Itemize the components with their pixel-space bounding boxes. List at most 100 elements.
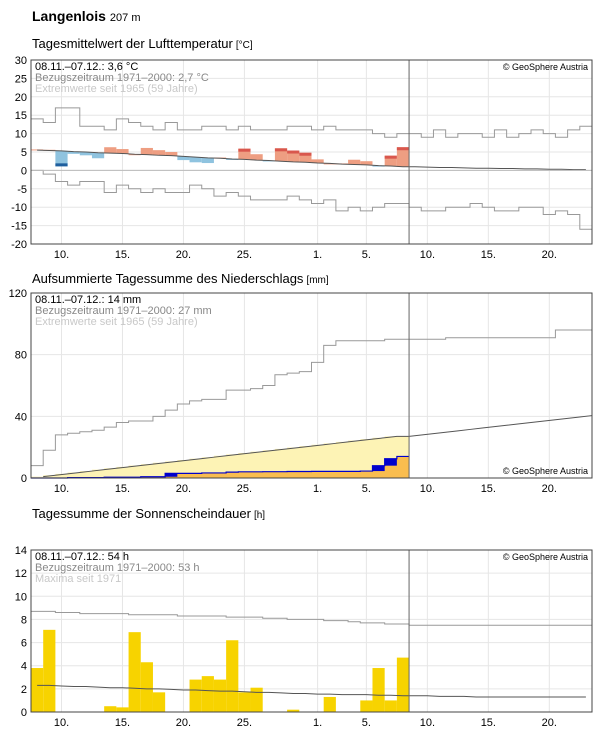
max-line	[31, 329, 592, 467]
temp-bar	[238, 148, 251, 160]
temp-bar	[396, 147, 410, 167]
sunshine-bar	[116, 707, 129, 712]
temp-bar-cap	[384, 155, 397, 159]
x-tick-label: 20.	[176, 483, 191, 495]
sunshine-bar	[201, 676, 214, 712]
y-tick-label: -20	[11, 239, 27, 251]
sunshine-bar	[323, 696, 336, 712]
temperature-title-text: Tagesmittelwert der Lufttemperatur	[32, 36, 233, 51]
temp-bar	[55, 150, 68, 167]
x-tick-label: 25.	[237, 483, 252, 495]
x-tick-label: 25.	[237, 249, 252, 261]
plot-frame	[30, 59, 593, 245]
precip-increment	[384, 458, 397, 466]
temp-bar	[104, 147, 117, 154]
sunshine-bar	[250, 687, 263, 712]
temp-bar	[189, 157, 202, 163]
x-tick-label: 15.	[481, 249, 496, 261]
station-header: Langenlois 207 m	[32, 8, 140, 24]
x-tick-label: 5.	[362, 483, 371, 495]
temp-bar	[299, 152, 312, 163]
temp-bar	[91, 152, 105, 159]
precipitation-unit: [mm]	[306, 275, 329, 286]
temp-bar	[201, 157, 214, 164]
x-tick-label: 10.	[420, 483, 435, 495]
y-tick-label: 10	[15, 591, 27, 603]
climate-line	[37, 149, 586, 171]
y-tick-label: 0	[21, 707, 27, 719]
y-tick-label: 30	[15, 55, 27, 67]
chart-panel-sunshine	[30, 549, 593, 713]
plot-frame	[30, 549, 593, 713]
climate-line	[37, 684, 586, 698]
temp-bar	[67, 151, 80, 154]
max-line	[31, 610, 592, 626]
precipitation-title-text: Aufsummierte Tagessumme des Niederschlag…	[32, 271, 304, 286]
station-altitude: 207 m	[109, 12, 141, 24]
precip-area	[31, 456, 410, 478]
info-reference: Bezugszeitraum 1971–2000: 53 h	[35, 562, 200, 574]
info-reference: Bezugszeitraum 1971–2000: 2,7 °C	[35, 72, 209, 84]
info-current: 08.11.–07.12.: 54 h	[35, 551, 129, 563]
x-tick-label: 20.	[542, 717, 557, 729]
temp-bar	[165, 152, 178, 156]
y-tick-label: 0	[21, 165, 27, 177]
y-tick-label: 10	[15, 129, 27, 141]
x-tick-label: 10.	[420, 717, 435, 729]
temp-bar	[116, 149, 129, 154]
copyright-label: © GeoSphere Austria	[503, 62, 588, 72]
x-tick-label: 15.	[481, 717, 496, 729]
temp-bar	[152, 150, 166, 156]
info-current: 08.11.–07.12.: 3,6 °C	[35, 61, 138, 73]
min-line	[31, 169, 592, 230]
sunshine-title-text: Tagessumme der Sonnenscheindauer	[32, 506, 251, 521]
sunshine-bar	[140, 662, 153, 712]
info-extremes: Extremwerte seit 1965 (59 Jahre)	[35, 83, 198, 95]
y-tick-label: -5	[17, 184, 27, 196]
x-tick-label: 5.	[362, 717, 371, 729]
sunshine-bar	[213, 679, 227, 712]
y-tick-label: 25	[15, 73, 27, 85]
plot-area	[31, 550, 592, 712]
sunshine-bar	[31, 668, 44, 712]
sunshine-bar	[396, 657, 410, 712]
y-tick-label: -15	[11, 221, 27, 233]
info-reference: Bezugszeitraum 1971–2000: 27 mm	[35, 305, 212, 317]
y-tick-label: 2	[21, 684, 27, 696]
precip-increment	[165, 473, 178, 477]
temp-bar	[140, 147, 153, 155]
x-tick-label: 5.	[362, 249, 371, 261]
precip-increment	[372, 465, 385, 472]
sunshine-bar	[152, 692, 166, 712]
info-extremes: Extremwerte seit 1965 (59 Jahre)	[35, 316, 198, 328]
temp-bar	[311, 159, 324, 164]
temperature-unit: [°C]	[235, 40, 253, 51]
x-tick-label: 25.	[237, 717, 252, 729]
sunshine-bar	[238, 692, 251, 712]
temp-bar	[360, 161, 373, 165]
sunshine-chart-title: Tagessumme der Sonnenscheindauer [h]	[32, 506, 265, 521]
x-tick-label: 15.	[115, 717, 130, 729]
sunshine-bar	[360, 700, 373, 712]
climate-line	[43, 415, 593, 478]
y-tick-label: 6	[21, 638, 27, 650]
temp-bar	[274, 148, 288, 162]
chart-panel-precipitation	[30, 292, 593, 479]
temp-bar	[177, 156, 190, 161]
x-tick-label: 20.	[542, 483, 557, 495]
temp-bar-cap	[299, 152, 312, 156]
y-tick-label: -10	[11, 202, 27, 214]
temperature-chart-title: Tagesmittelwert der Lufttemperatur [°C]	[32, 36, 253, 51]
x-tick-label: 15.	[115, 483, 130, 495]
temp-bar	[384, 155, 397, 166]
x-tick-label: 1.	[313, 483, 322, 495]
y-tick-label: 5	[21, 147, 27, 159]
y-tick-label: 4	[21, 661, 27, 673]
copyright-label: © GeoSphere Austria	[503, 552, 588, 562]
sunshine-bar	[226, 640, 239, 712]
y-tick-label: 14	[15, 545, 27, 557]
temp-bar-cap	[274, 148, 288, 152]
sunshine-unit: [h]	[253, 510, 266, 521]
x-tick-label: 10.	[54, 717, 69, 729]
